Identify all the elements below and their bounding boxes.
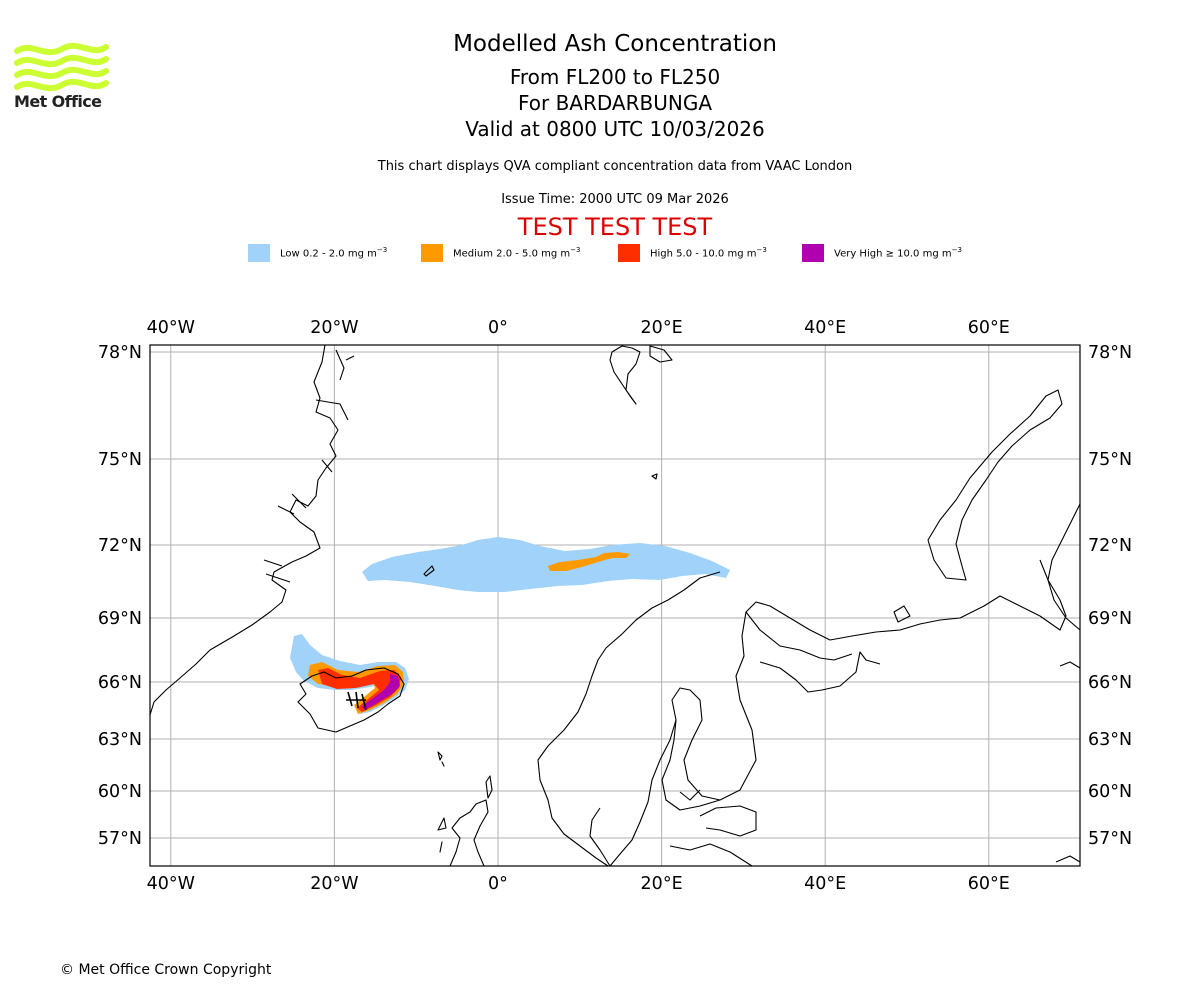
jan-mayen-coast <box>423 565 435 577</box>
volcano-name: For BARDARBUNGA <box>517 91 713 115</box>
met-office-logo <box>14 42 109 92</box>
longitude-labels-top: 40°W 20°W 0° 20°E 40°E 60°E <box>147 318 1010 338</box>
legend-swatch-high <box>618 244 640 262</box>
longitude-label: 40°E <box>804 318 846 338</box>
longitude-label: 20°W <box>310 318 358 338</box>
latitude-label: 78°N <box>1088 343 1132 363</box>
qva-subtitle: This chart displays QVA compliant concen… <box>377 159 853 174</box>
legend-item-low: Low 0.2 - 2.0 mg m−3 <box>248 244 387 262</box>
latitude-label: 63°N <box>1088 730 1132 750</box>
valid-time: Valid at 0800 UTC 10/03/2026 <box>465 117 765 141</box>
iceland-coast <box>297 667 405 733</box>
longitude-label: 40°W <box>147 318 195 338</box>
latitude-label: 66°N <box>98 673 142 693</box>
latitude-label: 63°N <box>98 730 142 750</box>
shetland-islands <box>485 775 493 799</box>
latitude-label: 66°N <box>1088 673 1132 693</box>
legend-label-medium: Medium 2.0 - 5.0 mg m−3 <box>453 246 581 260</box>
hebrides <box>437 817 447 853</box>
logo-wave-2 <box>14 54 109 68</box>
latitude-labels-left: 78°N 75°N 72°N 69°N 66°N 63°N 60°N 57°N <box>98 343 142 849</box>
copyright-notice: © Met Office Crown Copyright <box>60 962 272 978</box>
legend-item-medium: Medium 2.0 - 5.0 mg m−3 <box>421 244 580 262</box>
latitude-label: 75°N <box>98 450 142 470</box>
latitude-label: 57°N <box>98 829 142 849</box>
latitude-label: 72°N <box>98 536 142 556</box>
issue-time: Issue Time: 2000 UTC 09 Mar 2026 <box>501 192 729 207</box>
faroe-islands <box>437 751 445 767</box>
finland-coast <box>661 719 721 811</box>
latitude-label: 78°N <box>98 343 142 363</box>
greenland-coast <box>149 344 339 716</box>
logo-text: Met Office <box>14 92 102 111</box>
russia-arctic-coast <box>1055 661 1081 863</box>
longitude-label: 40°E <box>804 874 846 894</box>
greenland-inlets <box>263 349 355 583</box>
concentration-legend: Low 0.2 - 2.0 mg m−3 Medium 2.0 - 5.0 mg… <box>0 244 1200 264</box>
latitude-label: 75°N <box>1088 450 1132 470</box>
latitude-label: 60°N <box>1088 782 1132 802</box>
longitude-label: 20°E <box>641 874 683 894</box>
longitude-label: 0° <box>488 318 508 338</box>
latitude-label: 60°N <box>98 782 142 802</box>
chart-title: Modelled Ash Concentration <box>453 31 777 57</box>
test-banner: TEST TEST TEST <box>517 213 713 241</box>
latitude-label: 69°N <box>98 609 142 629</box>
longitude-label: 0° <box>488 874 508 894</box>
longitude-label: 20°W <box>310 874 358 894</box>
flight-levels: From FL200 to FL250 <box>509 65 721 89</box>
ash-very-high-plume-iceland <box>362 674 400 710</box>
legend-swatch-very-high <box>802 244 824 262</box>
logo-waves <box>14 42 109 92</box>
legend-label-high: High 5.0 - 10.0 mg m−3 <box>650 246 767 260</box>
legend-item-high: High 5.0 - 10.0 mg m−3 <box>618 244 767 262</box>
novaya-zemlya-coast <box>927 389 1063 581</box>
white-sea <box>759 651 881 693</box>
latitude-label: 57°N <box>1088 829 1132 849</box>
coastlines <box>149 344 1081 867</box>
legend-label-very-high: Very High ≥ 10.0 mg m−3 <box>834 246 962 260</box>
latitude-label: 69°N <box>1088 609 1132 629</box>
legend-swatch-medium <box>421 244 443 262</box>
svalbard-coast <box>609 345 673 405</box>
map-frame <box>149 344 1081 867</box>
logo-wave-1 <box>14 42 109 56</box>
legend-swatch-low <box>248 244 270 262</box>
scandinavia-coast <box>537 571 721 867</box>
ash-low-plume-north <box>362 537 730 592</box>
legend-item-very-high: Very High ≥ 10.0 mg m−3 <box>802 244 962 262</box>
iceland-vatnajokull <box>346 691 367 711</box>
kola-peninsula <box>745 611 853 661</box>
bear-island <box>651 473 658 480</box>
kolguev-island <box>893 605 911 623</box>
vaygach-yamal <box>1047 503 1081 631</box>
longitude-label: 20°E <box>641 318 683 338</box>
scotland-coast <box>449 799 489 867</box>
ash-medium-plume-north <box>548 552 630 571</box>
legend-label-low: Low 0.2 - 2.0 mg m−3 <box>280 246 388 260</box>
baltic-coast <box>589 789 757 867</box>
longitude-label: 40°W <box>147 874 195 894</box>
latitude-label: 72°N <box>1088 536 1132 556</box>
longitude-label: 60°E <box>968 318 1010 338</box>
latitude-labels-right: 78°N 75°N 72°N 69°N 66°N 63°N 60°N 57°N <box>1088 343 1132 849</box>
longitude-label: 60°E <box>968 874 1010 894</box>
ash-plume <box>290 537 730 714</box>
longitude-labels-bottom: 40°W 20°W 0° 20°E 40°E 60°E <box>147 874 1010 894</box>
gridlines <box>150 345 1080 866</box>
logo-wave-3 <box>14 66 109 80</box>
logo-wave-4 <box>14 78 109 92</box>
gulf-of-bothnia <box>609 559 1067 867</box>
